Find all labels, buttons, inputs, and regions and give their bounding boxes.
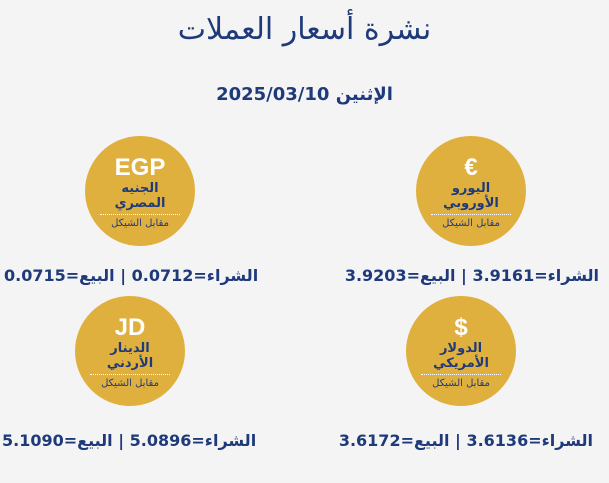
- usd-rate: الشراء=3.6136 | البيع=3.6172: [338, 431, 593, 450]
- currency-name-line1: اليورو: [451, 180, 491, 196]
- divider: [431, 213, 511, 215]
- currency-name-line2: الأردني: [106, 355, 154, 371]
- egp-rate: الشراء=0.0712 | البيع=0.0715: [4, 266, 259, 285]
- divider: [100, 213, 180, 215]
- jd-rate: الشراء=5.0896 | البيع=5.1090: [2, 431, 257, 450]
- egp-badge: EGP الجنيه المصري مقابل الشيكل: [85, 136, 195, 246]
- euro-icon: €: [464, 153, 478, 181]
- dollar-icon: $: [454, 313, 468, 341]
- egp-icon: EGP: [114, 153, 166, 181]
- divider: [90, 373, 170, 375]
- against-label: مقابل الشيكل: [442, 217, 500, 229]
- currency-name-line2: الأوروبي: [443, 195, 499, 211]
- currency-name-line1: الدينار: [110, 340, 150, 356]
- currency-name-line2: المصري: [114, 195, 166, 211]
- date: الإثنين 2025/03/10: [216, 84, 393, 105]
- against-label: مقابل الشيكل: [432, 377, 490, 389]
- against-label: مقابل الشيكل: [101, 377, 159, 389]
- jd-icon: JD: [114, 313, 146, 341]
- euro-rate: الشراء=3.9161 | البيع=3.9203: [344, 266, 599, 285]
- page-title: نشرة أسعار العملات: [177, 12, 432, 47]
- against-label: مقابل الشيكل: [111, 217, 169, 229]
- euro-badge: € اليورو الأوروبي مقابل الشيكل: [416, 136, 526, 246]
- currency-name-line1: الدولار: [439, 340, 483, 356]
- currency-name-line1: الجنيه: [121, 180, 159, 196]
- usd-badge: $ الدولار الأمريكي مقابل الشيكل: [406, 296, 516, 406]
- currency-name-line2: الأمريكي: [433, 355, 489, 371]
- jd-badge: JD الدينار الأردني مقابل الشيكل: [75, 296, 185, 406]
- divider: [421, 373, 501, 375]
